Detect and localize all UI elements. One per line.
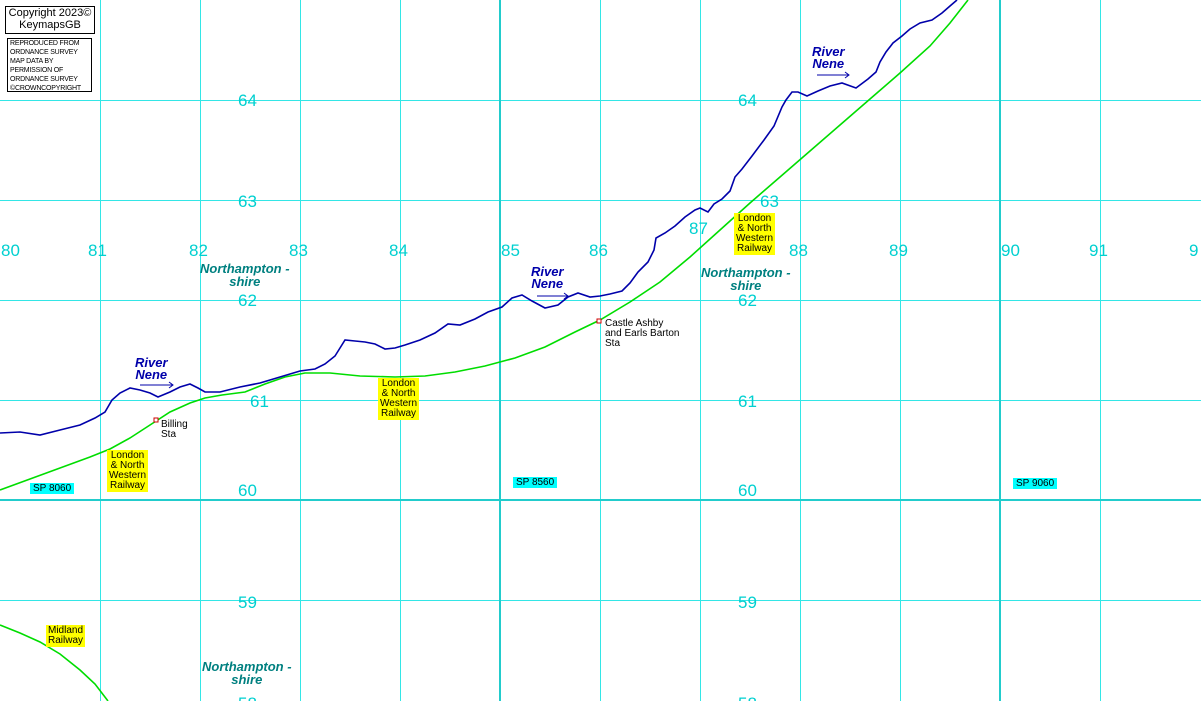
easting-label: 91 <box>1089 241 1108 260</box>
easting-label: 90 <box>1001 241 1020 260</box>
easting-label: 87 <box>689 219 708 238</box>
county-label: Northampton - shire <box>701 265 791 293</box>
river-nene-label: River Nene <box>812 44 845 71</box>
northing-label: 58 <box>738 694 757 701</box>
river-nene-label: River Nene <box>135 355 168 382</box>
railway-lnw-line <box>0 0 969 491</box>
northing-label: 61 <box>738 392 757 411</box>
easting-label: 81 <box>88 241 107 260</box>
northing-label: 61 <box>250 392 269 411</box>
railway-lnw-label: London & North Western Railway <box>734 213 776 255</box>
northing-label: 62 <box>738 291 757 310</box>
river-nene-label: River Nene <box>531 264 564 291</box>
easting-label: 80 <box>1 241 20 260</box>
northing-label: 63 <box>238 192 257 211</box>
northing-label: 59 <box>238 593 257 612</box>
station-markers <box>153 318 602 423</box>
northing-label: 63 <box>760 192 779 211</box>
railway-lnw-label: London & North Western Railway <box>378 378 420 420</box>
os-notice-line: ORDNANCE SURVEY <box>10 49 78 56</box>
billing-station-marker <box>153 417 159 423</box>
river-direction-arrows <box>140 71 850 389</box>
easting-label: 85 <box>501 241 520 260</box>
billing-station-label: Billing Sta <box>161 419 188 440</box>
grid-square-label: SP 8060 <box>30 483 75 494</box>
easting-label: 86 <box>589 241 608 260</box>
northing-label: 62 <box>238 291 257 310</box>
northing-label: 64 <box>238 91 257 110</box>
os-notice-line: PERMISSION OF <box>10 67 64 74</box>
northing-label: 59 <box>738 593 757 612</box>
county-label: Northampton - shire <box>202 659 292 687</box>
grid-labels: 80 81 82 83 84 85 86 87 88 89 90 91 9 64… <box>1 91 1198 701</box>
easting-label: 9 <box>1189 241 1198 260</box>
northing-label: 58 <box>238 694 257 701</box>
easting-label: 82 <box>189 241 208 260</box>
castle-ashby-station-marker <box>596 318 602 324</box>
publisher-text: KeymapsGB <box>19 19 81 31</box>
easting-label: 83 <box>289 241 308 260</box>
os-notice-line: REPRODUCED FROM <box>10 40 80 47</box>
railway-midland-label: Midland Railway <box>46 625 86 647</box>
os-notice-line: MAP DATA BY <box>10 58 54 65</box>
grid-square-label: SP 9060 <box>1013 478 1058 489</box>
county-label: Northampton - shire <box>200 261 290 289</box>
copyright-box: Copyright 2023© KeymapsGB <box>5 6 95 34</box>
river-nene-line <box>0 0 958 436</box>
os-notice-box: REPRODUCED FROM ORDNANCE SURVEY MAP DATA… <box>7 38 92 92</box>
northing-label: 60 <box>238 481 257 500</box>
os-notice-line: ©CROWNCOPYRIGHT <box>10 85 81 92</box>
northing-label: 64 <box>738 91 757 110</box>
railway-midland-line <box>0 624 109 701</box>
easting-label: 84 <box>389 241 408 260</box>
castle-ashby-station-label: Castle Ashby and Earls Barton Sta <box>605 318 680 349</box>
easting-label: 88 <box>789 241 808 260</box>
easting-label: 89 <box>889 241 908 260</box>
copyright-text: Copyright 2023© <box>8 7 92 19</box>
grid-square-label: SP 8560 <box>513 477 558 488</box>
railway-lnw-label: London & North Western Railway <box>107 450 149 492</box>
northing-label: 60 <box>738 481 757 500</box>
os-notice-line: ORDNANCE SURVEY <box>10 76 78 83</box>
